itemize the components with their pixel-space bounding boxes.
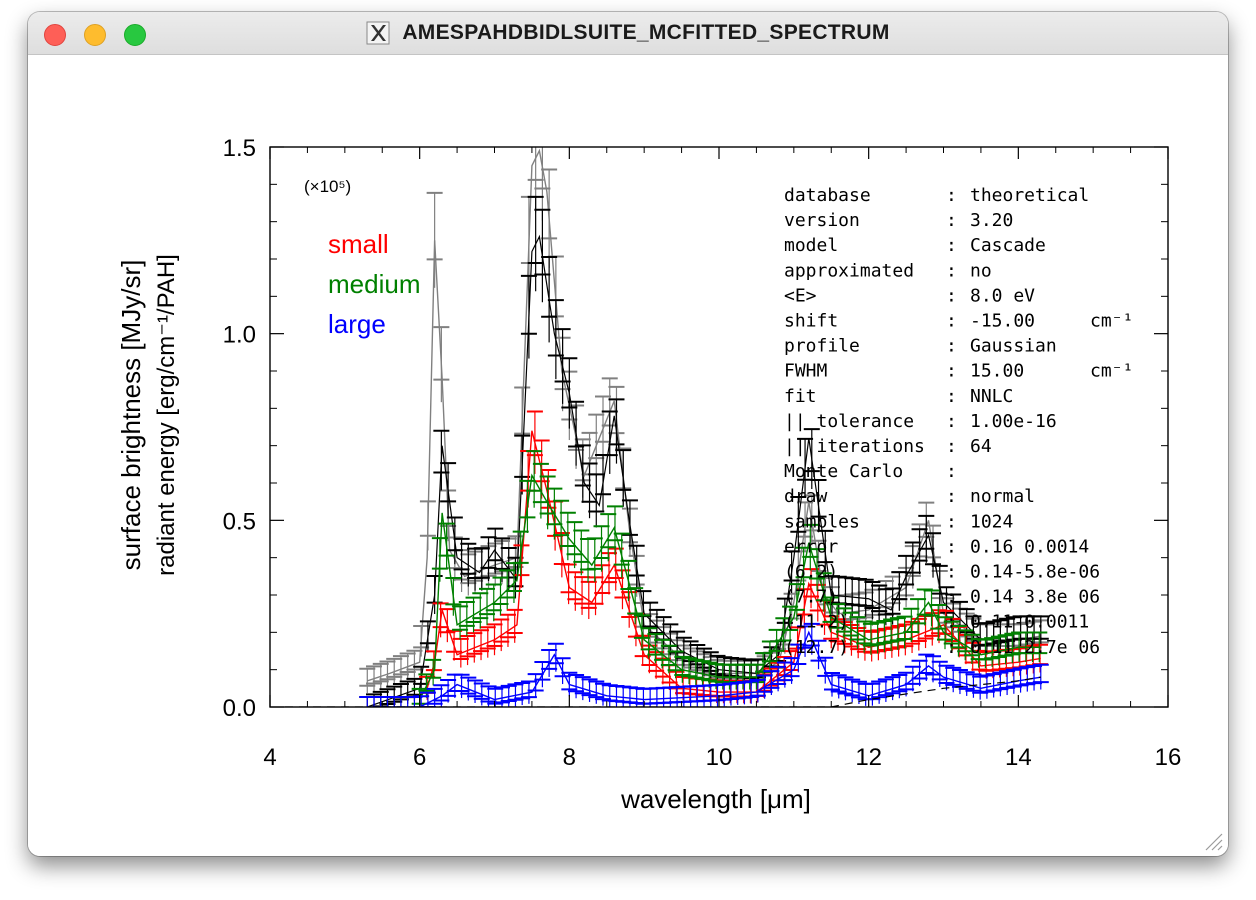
series-medium-error-bars	[411, 450, 1048, 707]
info-unit: cm⁻¹	[1090, 311, 1133, 332]
info-key: version	[784, 210, 860, 231]
info-colon: :	[946, 562, 957, 583]
y-tick-label: 1.5	[223, 135, 256, 162]
x-tick-label: 10	[706, 744, 733, 771]
y-scale-note: (×10⁵)	[304, 177, 351, 196]
info-value: 1.00e-16	[970, 411, 1057, 432]
maximize-button[interactable]	[124, 24, 146, 46]
x-tick-label: 16	[1155, 744, 1182, 771]
info-key: model	[784, 235, 838, 256]
minimize-button[interactable]	[84, 24, 106, 46]
info-value: 0.11 2.7e 06	[970, 637, 1100, 658]
info-colon: :	[946, 185, 957, 206]
info-colon: :	[946, 511, 957, 532]
info-colon: :	[946, 285, 957, 306]
y-axis-label-line2: radiant energy [erg/cm⁻¹/PAH]	[153, 254, 180, 576]
info-value: Gaussian	[970, 336, 1057, 357]
info-value: normal	[970, 486, 1035, 507]
info-key: profile	[784, 336, 860, 357]
close-button[interactable]	[44, 24, 66, 46]
info-key: || tolerance	[784, 411, 914, 432]
info-colon: :	[946, 637, 957, 658]
info-key: <E>	[784, 285, 817, 306]
info-value: 15.00	[970, 361, 1024, 382]
info-key: database	[784, 185, 871, 206]
info-value: 0.14-5.8e-06	[970, 562, 1100, 583]
info-colon: :	[946, 311, 957, 332]
x-tick-label: 14	[1005, 744, 1032, 771]
info-value: 0.14 3.8e 06	[970, 587, 1100, 608]
app-window: AMESPAHDBIDLSUITE_MCFITTED_SPECTRUM 4 6 8 1…	[28, 12, 1228, 856]
legend-item-large: large	[328, 309, 386, 339]
info-value: 0.16 0.0014	[970, 536, 1089, 557]
info-value: -15.00	[970, 311, 1035, 332]
observed-line	[367, 148, 1041, 682]
info-colon: :	[946, 336, 957, 357]
info-key: Monte Carlo	[784, 461, 903, 482]
info-colon: :	[946, 436, 957, 457]
info-key: || iterations	[784, 436, 925, 457]
info-unit: cm⁻¹	[1090, 361, 1133, 382]
window-title: AMESPAHDBIDLSUITE_MCFITTED_SPECTRUM	[402, 21, 890, 44]
y-tick-label: 0.0	[223, 695, 256, 722]
x11-icon	[366, 21, 390, 45]
plot-area: 4 6 8 10 12 14 16 0.0 0.5 1.0 1.5 (×10⁵) small medi…	[28, 55, 1228, 856]
y-tick-label: 1.0	[223, 322, 256, 349]
legend: small medium large	[328, 229, 420, 339]
plot-clip-group	[284, 147, 1049, 707]
info-value: Cascade	[970, 235, 1046, 256]
series-large-error-bars	[359, 622, 1049, 707]
info-key: (7.7)	[784, 587, 838, 608]
info-colon: :	[946, 210, 957, 231]
info-value: NNLC	[970, 386, 1013, 407]
info-colon: :	[946, 587, 957, 608]
info-key: shift	[784, 311, 838, 332]
info-value: 1024	[970, 511, 1013, 532]
info-value: 64	[970, 436, 992, 457]
x-tick-label: 12	[855, 744, 882, 771]
info-value: 3.20	[970, 210, 1013, 231]
info-key: samples	[784, 511, 860, 532]
info-colon: :	[946, 235, 957, 256]
plot-data-layer	[284, 147, 1049, 707]
info-value: 0.11-0.0011	[970, 612, 1089, 633]
residual-line	[284, 676, 1041, 707]
x-tick-label: 4	[263, 744, 276, 771]
resize-grip-icon[interactable]	[1202, 830, 1224, 852]
info-key: fit	[784, 386, 817, 407]
title-bar[interactable]: AMESPAHDBIDLSUITE_MCFITTED_SPECTRUM	[28, 12, 1228, 55]
x-tick-label: 8	[563, 744, 576, 771]
info-colon: :	[946, 260, 957, 281]
info-colon: :	[946, 386, 957, 407]
legend-item-medium: medium	[328, 269, 420, 299]
info-colon: :	[946, 536, 957, 557]
info-colon: :	[946, 486, 957, 507]
info-value: 8.0 eV	[970, 285, 1035, 306]
info-key: FWHM	[784, 361, 828, 382]
x-tick-label: 6	[413, 744, 426, 771]
axes: 4 6 8 10 12 14 16 0.0 0.5 1.0 1.5	[223, 135, 1182, 771]
y-axis-label-line1: surface brightness [MJy/sr]	[116, 260, 146, 571]
info-value: no	[970, 260, 992, 281]
info-colon: :	[946, 612, 957, 633]
info-key: approximated	[784, 260, 914, 281]
info-colon: :	[946, 411, 957, 432]
y-tick-label: 0.5	[223, 508, 256, 535]
spectrum-chart: 4 6 8 10 12 14 16 0.0 0.5 1.0 1.5 (×10⁵) small medi…	[116, 135, 1182, 814]
info-key: error	[784, 536, 838, 557]
legend-item-small: small	[328, 229, 389, 259]
info-key: (11.2)	[784, 612, 849, 633]
info-colon: :	[946, 361, 957, 382]
info-key: (12.7)	[784, 637, 849, 658]
info-key: (6.2)	[784, 562, 838, 583]
info-value: theoretical	[970, 185, 1089, 206]
x-axis-label: wavelength [μm]	[620, 784, 811, 814]
info-colon: :	[946, 461, 957, 482]
info-key: draw	[784, 486, 828, 507]
